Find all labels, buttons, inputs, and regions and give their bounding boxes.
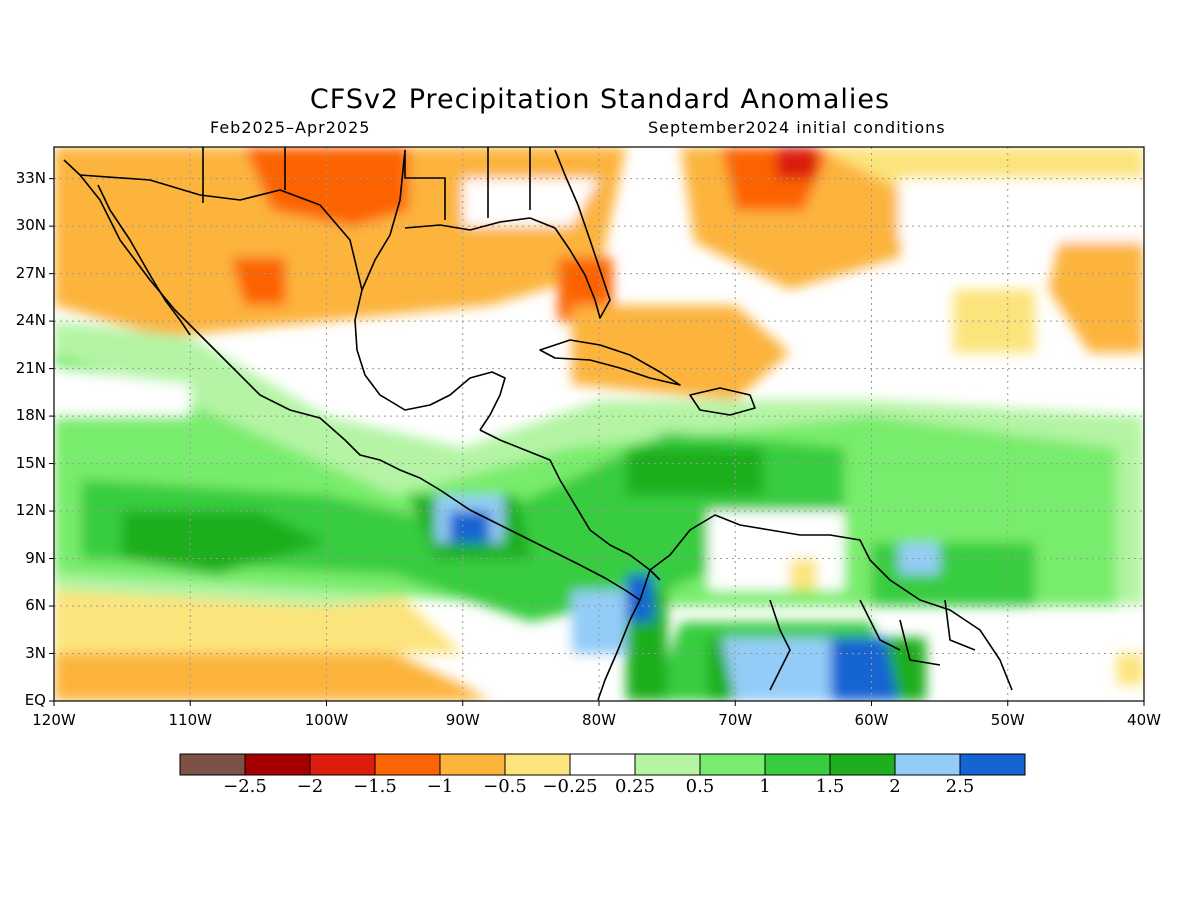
lat-tick-label: 18N <box>15 406 46 425</box>
anomaly-region <box>449 511 490 543</box>
colorbar-label: −2.5 <box>223 776 267 797</box>
chart-title: CFSv2 Precipitation Standard Anomalies <box>309 84 891 115</box>
colorbar-swatch <box>439 753 506 776</box>
anomaly-field <box>54 147 1144 701</box>
lon-tick-label: 120W <box>32 711 76 729</box>
colorbar <box>179 753 1026 776</box>
colorbar-swatch <box>894 753 961 776</box>
colorbar-swatch <box>179 753 246 776</box>
valid-period: Feb2025–Apr2025 <box>210 118 371 137</box>
anomaly-region <box>1116 653 1144 686</box>
colorbar-label: 1 <box>759 776 771 797</box>
colorbar-swatch <box>634 753 701 776</box>
colorbar-swatch <box>374 753 441 776</box>
coastline-florida <box>554 149 611 319</box>
lat-tick-label: 6N <box>25 596 46 615</box>
colorbar-swatch <box>699 753 766 776</box>
lat-tick-label: 30N <box>15 216 46 235</box>
colorbar-swatch <box>569 753 636 776</box>
colorbar-label: −2 <box>296 776 324 797</box>
initial-conditions: September2024 initial conditions <box>648 118 946 137</box>
lat-tick-label: 24N <box>15 311 46 330</box>
coastline-south-america-north <box>639 514 1013 691</box>
anomaly-region <box>776 147 817 179</box>
coastline-central-america <box>479 429 661 581</box>
anomaly-region <box>462 178 599 227</box>
coastline-gulf <box>354 149 506 431</box>
borders-us-mexico <box>79 174 363 291</box>
coastline-baja <box>97 184 191 336</box>
colorbar-swatch <box>504 753 571 776</box>
lon-tick-label: 70W <box>718 711 753 729</box>
colorbar-label: −1.5 <box>353 776 397 797</box>
colorbar-label: −1 <box>426 776 454 797</box>
coastline-hispaniola <box>689 387 756 416</box>
borders-south-america <box>769 599 976 691</box>
colorbar-label: −0.5 <box>483 776 527 797</box>
lat-tick-label: 15N <box>15 453 46 472</box>
lon-tick-label: 80W <box>582 711 616 729</box>
colorbar-swatch <box>829 753 896 776</box>
coastline-gulf-north <box>404 217 556 231</box>
colorbar-swatch <box>244 753 311 776</box>
anomaly-region <box>1048 226 1144 353</box>
lon-tick-label: 50W <box>990 711 1025 729</box>
coastline-mexico-west <box>63 159 641 601</box>
colorbar-label: 2 <box>889 776 901 797</box>
colorbar-label: 0.25 <box>614 776 656 797</box>
colorbar-swatch <box>764 753 831 776</box>
colorbar-swatch <box>309 753 376 776</box>
lon-tick-label: 110W <box>168 711 212 729</box>
anomaly-region <box>789 558 817 591</box>
lat-tick-label: 9N <box>25 548 46 567</box>
anomaly-region <box>54 368 191 417</box>
colorbar-label: −0.25 <box>542 776 598 797</box>
lon-tick-label: 60W <box>854 711 889 729</box>
anomaly-region <box>231 257 286 306</box>
lon-tick-label: 40W <box>1127 711 1161 729</box>
coastline-cuba <box>539 339 681 386</box>
lat-tick-label: EQ <box>24 691 46 709</box>
coastline-pacific-sa <box>597 599 641 701</box>
coastlines <box>63 147 1013 701</box>
grid-lines <box>54 147 1144 701</box>
anomaly-region <box>122 511 327 575</box>
lat-tick-label: 27N <box>15 263 46 282</box>
lat-tick-label: 12N <box>15 501 46 520</box>
lat-tick-label: 3N <box>25 643 46 662</box>
lon-tick-label: 100W <box>304 711 349 729</box>
border-state-lines <box>202 147 531 220</box>
colorbar-label: 1.5 <box>815 776 845 797</box>
anomaly-region <box>626 447 763 496</box>
lon-tick-label: 90W <box>445 711 480 729</box>
anomaly-region <box>871 542 1035 606</box>
colorbar-label: 0.5 <box>685 776 715 797</box>
anomaly-region <box>898 178 1144 242</box>
anomaly-region <box>953 289 1035 353</box>
colorbar-swatch <box>959 753 1026 776</box>
lat-tick-label: 33N <box>15 168 46 187</box>
lat-tick-label: 21N <box>15 358 46 377</box>
colorbar-label: 2.5 <box>945 776 975 797</box>
anomaly-region <box>708 511 845 591</box>
